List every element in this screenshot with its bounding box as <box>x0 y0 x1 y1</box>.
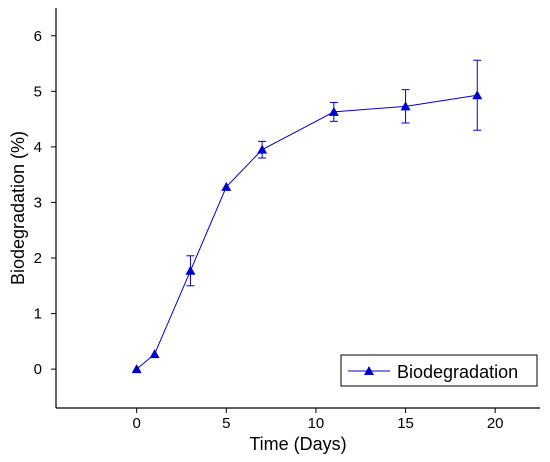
x-axis-ticks: 0 5 10 15 20 <box>132 408 504 432</box>
x-axis-title: Time (Days) <box>249 434 346 454</box>
data-point-triangle <box>257 144 268 154</box>
legend: Biodegradation <box>340 354 538 387</box>
y-axis-ticks: 0 1 2 3 4 5 6 <box>34 28 56 378</box>
data-point-triangle <box>221 181 232 191</box>
data-point-triangle <box>131 364 142 374</box>
series-line <box>136 94 478 370</box>
y-tick-label: 6 <box>34 28 42 45</box>
x-tick-label: 10 <box>308 415 325 432</box>
x-tick-label: 20 <box>487 415 504 432</box>
x-tick-label: 5 <box>222 415 230 432</box>
y-tick-label: 2 <box>34 250 42 267</box>
legend-label: Biodegradation <box>397 362 518 382</box>
data-point-triangle <box>185 265 196 275</box>
plot-area <box>55 8 540 409</box>
y-tick-label: 1 <box>34 306 42 323</box>
y-tick-label: 0 <box>34 361 42 378</box>
legend-marker-triangle-icon <box>364 366 374 375</box>
x-tick-label: 15 <box>397 415 414 432</box>
series-layer <box>131 59 483 374</box>
data-point-triangle <box>472 90 483 100</box>
y-tick-label: 4 <box>34 139 42 156</box>
data-point-triangle <box>328 106 339 116</box>
y-axis-title: Biodegradation (%) <box>8 131 28 285</box>
y-tick-label: 5 <box>34 83 42 100</box>
data-point-triangle <box>149 349 160 359</box>
y-tick-label: 3 <box>34 194 42 211</box>
data-point-triangle <box>400 101 411 111</box>
x-tick-label: 0 <box>132 415 140 432</box>
